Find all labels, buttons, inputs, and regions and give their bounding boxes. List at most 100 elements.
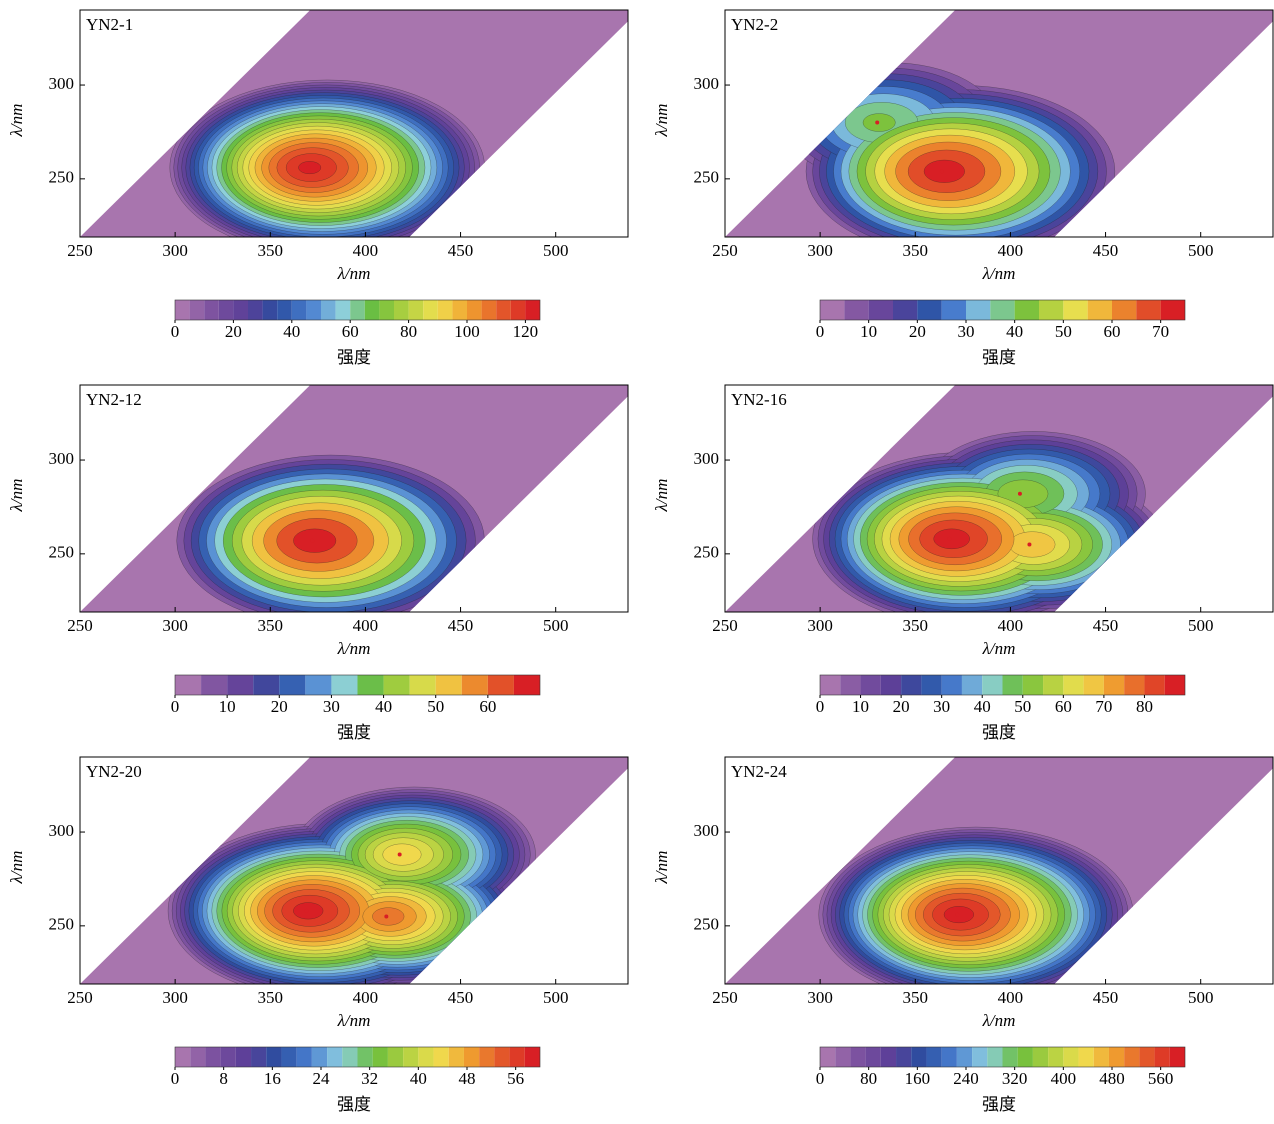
x-tick-label: 350 [903, 616, 929, 635]
colorbar-box [901, 675, 922, 695]
x-tick-label: 400 [998, 988, 1024, 1007]
peak [1017, 491, 1022, 496]
panel: YN2-16 250 300 350 400 450 500 250 300 λ/nm λ/nm 0 1… [652, 384, 1274, 743]
plot-frame [724, 756, 1274, 985]
colorbar-box [335, 300, 351, 320]
colorbar-box [1136, 300, 1161, 320]
colorbar-box [342, 1047, 358, 1067]
colorbar-box [1014, 300, 1039, 320]
contour-field [725, 385, 1273, 612]
y-axis-label: λ/nm [7, 104, 26, 138]
colorbar-label: 强度 [982, 348, 1016, 368]
colorbar-tick-label: 10 [219, 697, 236, 716]
colorbar-tick-label: 30 [323, 697, 340, 716]
colorbar-tick-label: 20 [909, 322, 926, 341]
colorbar-box [220, 1047, 236, 1067]
colorbar-box [513, 675, 540, 695]
x-tick-label: 450 [1093, 988, 1119, 1007]
x-tick-label: 250 [67, 241, 93, 260]
peak [304, 908, 309, 913]
colorbar-box [305, 675, 332, 695]
colorbar-box [1078, 1047, 1094, 1067]
x-tick-label: 400 [353, 241, 379, 260]
x-tick-label: 350 [903, 988, 929, 1007]
x-tick-label: 300 [162, 616, 188, 635]
colorbar-tick-label: 10 [852, 697, 869, 716]
x-tick-label: 250 [712, 241, 738, 260]
x-tick-label: 300 [807, 988, 833, 1007]
colorbar-box [1039, 300, 1064, 320]
x-axis-label: λ/nm [337, 639, 371, 658]
colorbar-tick-label: 70 [1095, 697, 1112, 716]
peak [306, 165, 311, 170]
colorbar-tick-label: 20 [271, 697, 288, 716]
y-tick-label: 250 [694, 915, 720, 934]
colorbar-label: 强度 [337, 723, 371, 743]
colorbar-box [850, 1047, 866, 1067]
colorbar-tick-label: 32 [361, 1069, 378, 1088]
x-tick-label: 450 [1093, 616, 1119, 635]
colorbar-box [403, 1047, 419, 1067]
colorbar-tick-label: 70 [1152, 322, 1169, 341]
colorbar-box [1164, 675, 1185, 695]
panel-title: YN2-2 [731, 15, 778, 34]
x-tick-label: 450 [448, 241, 474, 260]
y-tick-label: 250 [49, 915, 75, 934]
x-tick-label: 400 [353, 616, 379, 635]
colorbar-box [321, 300, 336, 320]
plot-frame [79, 384, 629, 613]
plot-frame [724, 9, 1274, 238]
x-tick-label: 500 [1188, 988, 1214, 1007]
colorbar-tick-label: 160 [905, 1069, 931, 1088]
contour-field [725, 757, 1273, 984]
colorbar-box [481, 300, 497, 320]
colorbar-box [327, 1047, 343, 1067]
colorbar-box [205, 1047, 221, 1067]
colorbar-box [433, 1047, 449, 1067]
contour-level [923, 159, 965, 183]
colorbar-tick-label: 40 [1006, 322, 1023, 341]
colorbar-box [1022, 675, 1044, 695]
y-axis-label: λ/nm [652, 479, 671, 513]
colorbar-box [1032, 1047, 1049, 1067]
colorbar-tick-label: 60 [1104, 322, 1121, 341]
colorbar-tick-label: 80 [1136, 697, 1153, 716]
colorbar-box [868, 300, 893, 320]
panel: YN2-1 250 300 350 400 450 500 250 300 λ/nm λ/nm 0 20… [7, 9, 629, 368]
colorbar-box [1108, 1047, 1125, 1067]
contour-field [80, 385, 628, 612]
panel: YN2-2 250 300 350 400 450 500 250 300 λ/nm λ/nm 0 10… [652, 9, 1274, 368]
y-axis-label: λ/nm [652, 104, 671, 138]
colorbar-tick-label: 80 [860, 1069, 877, 1088]
y-tick-label: 250 [694, 168, 720, 187]
panel-title: YN2-1 [86, 15, 133, 34]
colorbar-box [1103, 675, 1125, 695]
colorbar-box [1002, 675, 1023, 695]
x-tick-label: 300 [807, 241, 833, 260]
colorbar-box [961, 675, 983, 695]
colorbar-box [175, 300, 190, 320]
colorbar-box [235, 1047, 252, 1067]
colorbar-box [820, 300, 845, 320]
colorbar-box [1063, 675, 1084, 695]
y-axis-label: λ/nm [7, 851, 26, 885]
colorbar-box [982, 675, 1003, 695]
colorbar-box [956, 1047, 973, 1067]
colorbar-box [423, 300, 438, 320]
colorbar-box [1160, 300, 1185, 320]
colorbar-tick-label: 48 [459, 1069, 476, 1088]
colorbar-box [1154, 1047, 1170, 1067]
x-tick-label: 500 [543, 616, 569, 635]
colorbar-box [262, 300, 278, 320]
colorbar-tick-label: 24 [313, 1069, 331, 1088]
x-tick-label: 500 [543, 241, 569, 260]
colorbar-tick-label: 8 [219, 1069, 228, 1088]
colorbar-box [941, 675, 962, 695]
x-tick-label: 500 [1188, 241, 1214, 260]
colorbar-box [941, 1047, 957, 1067]
colorbar-box [463, 1047, 480, 1067]
colorbar-frame [174, 1046, 541, 1068]
x-tick-label: 500 [1188, 616, 1214, 635]
colorbar-box [1063, 1047, 1079, 1067]
